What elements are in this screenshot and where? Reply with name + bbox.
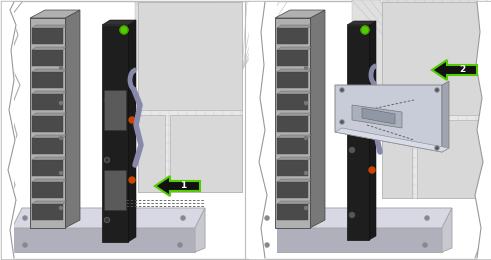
Circle shape [59, 206, 62, 210]
Polygon shape [442, 208, 452, 252]
Circle shape [304, 101, 307, 105]
Polygon shape [32, 28, 63, 44]
Polygon shape [417, 120, 482, 198]
Circle shape [361, 26, 369, 34]
Circle shape [129, 177, 135, 183]
Polygon shape [32, 25, 67, 28]
Polygon shape [32, 50, 63, 66]
Polygon shape [32, 91, 67, 94]
Polygon shape [32, 113, 67, 116]
Circle shape [304, 136, 307, 140]
Polygon shape [335, 128, 449, 152]
Polygon shape [255, 228, 442, 252]
Circle shape [178, 243, 183, 248]
Polygon shape [32, 116, 63, 132]
Circle shape [106, 99, 108, 101]
Text: 2: 2 [459, 66, 465, 75]
Polygon shape [138, 2, 242, 110]
Polygon shape [475, 2, 490, 258]
Circle shape [59, 136, 62, 140]
Polygon shape [277, 47, 312, 50]
Circle shape [23, 216, 27, 220]
Polygon shape [277, 179, 312, 182]
Circle shape [369, 107, 375, 113]
Polygon shape [2, 185, 15, 210]
Circle shape [105, 218, 109, 223]
Polygon shape [2, 2, 16, 258]
Polygon shape [32, 135, 67, 138]
Polygon shape [277, 91, 312, 94]
Circle shape [120, 26, 128, 34]
Polygon shape [138, 2, 242, 192]
Circle shape [23, 243, 27, 248]
Polygon shape [2, 2, 22, 258]
Polygon shape [382, 2, 482, 115]
Circle shape [435, 88, 439, 92]
Polygon shape [65, 10, 80, 228]
Circle shape [436, 89, 438, 91]
Polygon shape [277, 160, 308, 176]
Polygon shape [195, 208, 205, 252]
Polygon shape [362, 108, 395, 124]
Polygon shape [352, 105, 402, 128]
Polygon shape [32, 47, 67, 50]
Polygon shape [277, 28, 308, 44]
Polygon shape [277, 25, 312, 28]
Polygon shape [32, 69, 67, 72]
Circle shape [350, 88, 355, 93]
Polygon shape [30, 18, 65, 228]
Circle shape [105, 158, 109, 162]
Polygon shape [32, 72, 63, 88]
Polygon shape [32, 201, 67, 204]
Polygon shape [128, 20, 136, 242]
Circle shape [59, 101, 62, 105]
Polygon shape [170, 115, 242, 192]
Polygon shape [2, 135, 17, 160]
Polygon shape [155, 176, 200, 196]
Circle shape [350, 147, 355, 153]
Polygon shape [347, 21, 376, 25]
Polygon shape [277, 50, 308, 66]
Polygon shape [135, 2, 242, 70]
Circle shape [340, 120, 344, 124]
Circle shape [265, 216, 270, 220]
Polygon shape [382, 120, 412, 198]
Circle shape [181, 216, 186, 220]
Circle shape [350, 212, 355, 218]
Polygon shape [335, 85, 442, 152]
Polygon shape [138, 115, 165, 192]
Polygon shape [442, 81, 449, 152]
Polygon shape [277, 69, 312, 72]
Polygon shape [32, 160, 63, 176]
Polygon shape [32, 179, 67, 182]
Polygon shape [2, 2, 14, 258]
Circle shape [105, 98, 109, 102]
Circle shape [304, 172, 307, 174]
Polygon shape [32, 204, 63, 220]
Polygon shape [277, 138, 308, 154]
Polygon shape [2, 2, 22, 15]
Polygon shape [12, 208, 205, 228]
Polygon shape [275, 10, 325, 18]
Polygon shape [369, 21, 376, 240]
Polygon shape [277, 94, 308, 110]
Polygon shape [32, 94, 63, 110]
Polygon shape [277, 116, 308, 132]
Polygon shape [255, 208, 452, 228]
Polygon shape [2, 35, 18, 60]
Polygon shape [275, 18, 310, 228]
Polygon shape [104, 90, 126, 130]
Polygon shape [2, 85, 20, 110]
Polygon shape [277, 135, 312, 138]
Polygon shape [32, 157, 67, 160]
Polygon shape [30, 10, 80, 18]
Circle shape [265, 243, 270, 248]
Circle shape [304, 67, 307, 69]
Circle shape [341, 89, 343, 91]
Circle shape [106, 219, 108, 221]
Circle shape [435, 146, 439, 150]
Polygon shape [249, 2, 277, 258]
Circle shape [304, 206, 307, 210]
Polygon shape [2, 235, 12, 258]
